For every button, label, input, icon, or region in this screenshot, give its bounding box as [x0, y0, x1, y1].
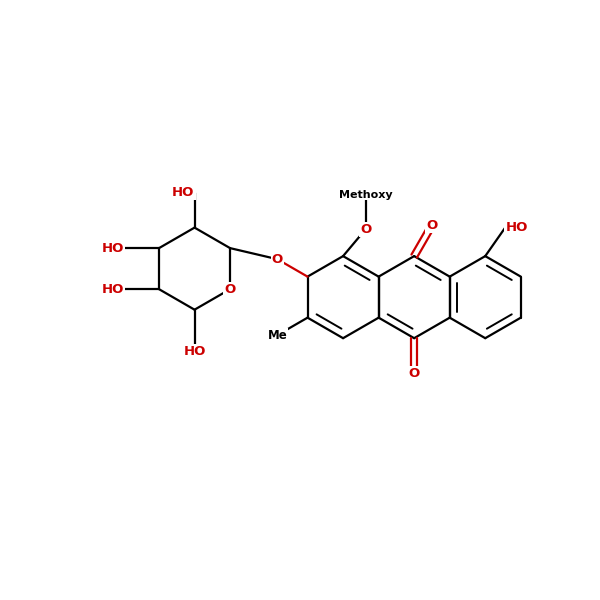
Text: O: O: [360, 223, 371, 236]
Text: O: O: [409, 367, 420, 380]
Text: Methoxy: Methoxy: [338, 190, 392, 200]
Text: O: O: [224, 283, 236, 296]
Text: O: O: [272, 253, 283, 266]
Text: HO: HO: [172, 186, 194, 199]
Text: HO: HO: [102, 242, 124, 254]
Text: HO: HO: [505, 221, 527, 234]
Text: HO: HO: [184, 344, 206, 358]
Text: O: O: [426, 220, 437, 232]
Text: HO: HO: [102, 283, 124, 296]
Text: Me: Me: [268, 329, 287, 341]
